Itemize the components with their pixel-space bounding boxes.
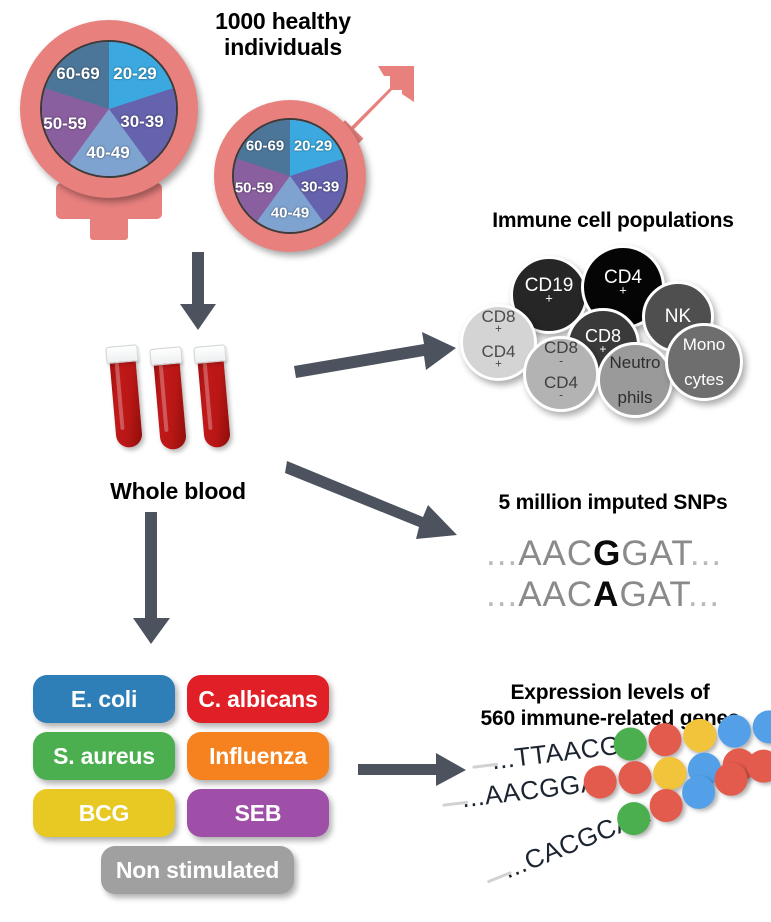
cell-bubble-label: CD8 +: [584, 325, 621, 356]
stimulus-pill-ecoli[interactable]: E. coli: [33, 675, 175, 723]
pie-label-40-49: 40-49: [270, 204, 310, 222]
stimulus-pill-influenza[interactable]: Influenza: [187, 732, 329, 780]
snps-title: 5 million imputed SNPs: [498, 491, 728, 514]
cell-bubble-monocytes: Mono cytes: [665, 323, 743, 401]
cell-bubble-cd8neg-cd4neg: CD8- CD4-: [523, 336, 599, 412]
pie-label-40-49: 40-49: [86, 143, 130, 162]
immune-populations-title: Immune cell populations: [492, 209, 734, 232]
pie-label-20-29: 20-29: [293, 137, 333, 155]
arrow-cohort-to-blood: [176, 252, 220, 332]
stimulus-pill-seb[interactable]: SEB: [187, 789, 329, 837]
snp-variant-allele: A: [593, 575, 620, 614]
male-age-pie: [232, 118, 348, 234]
pie-label-30-39: 30-39: [120, 112, 164, 131]
female-age-pie: [40, 40, 178, 178]
pie-segment-60-69: [234, 120, 346, 232]
snp-sequence-row: ...AACAGAT...: [486, 575, 720, 615]
cell-bubble-label: Mono cytes: [682, 335, 726, 389]
snp-post: GAT: [619, 575, 688, 614]
pie-label-20-29: 20-29: [113, 64, 157, 83]
whole-blood-label: Whole blood: [110, 478, 246, 504]
snp-suffix: ...: [689, 534, 723, 573]
arrow-diagonal-up-svg: [294, 332, 456, 378]
cell-bubble-label: CD19 +: [524, 274, 574, 306]
blood-tube: [193, 344, 238, 458]
stimulus-pill-non-stimulated[interactable]: Non stimulated: [101, 846, 294, 894]
cell-bubble-label: CD8 + CD4 +: [481, 306, 516, 371]
arrow-blood-to-snps: [285, 455, 460, 545]
page-title: 1000 healthy individuals: [188, 8, 378, 60]
stimulus-pill-bcg[interactable]: BCG: [33, 789, 175, 837]
cell-bubble-label: CD8- CD4-: [543, 338, 578, 402]
expression-title-line2: 560 immune-related genes: [480, 706, 740, 730]
pie-label-30-39: 30-39: [300, 178, 340, 196]
snp-variant-allele: G: [593, 534, 622, 573]
snp-prefix: ...: [486, 534, 519, 573]
blood-tube-cap: [193, 344, 227, 365]
female-sex-symbol: 20-29 30-39 40-49 50-59 60-69: [8, 12, 208, 242]
snp-pre: AAC: [518, 534, 594, 573]
snp-sequence-row: ...AACGGAT...: [486, 534, 722, 574]
immune-cell-bubble-cluster: CD19 + CD4 + CD8 + CD4 + CD8 + NK CD8- CD4- N…: [460, 245, 771, 420]
arrow-blood-to-immune-cells: [292, 330, 458, 380]
whole-blood-group: [105, 335, 290, 485]
cell-bubble-neutrophils: Neutro phils: [597, 342, 673, 418]
stimulus-pill-calbicans[interactable]: C. albicans: [187, 675, 329, 723]
snp-pre: AAC: [518, 575, 594, 614]
arrow-blood-to-stimuli: [130, 512, 174, 646]
arrow-stimuli-to-expression: [358, 752, 468, 788]
pie-segment-60-69: [42, 42, 176, 176]
male-sex-symbol: 20-29 30-39 40-49 50-59 60-69: [200, 48, 420, 253]
stimulus-pill-saureus[interactable]: S. aureus: [33, 732, 175, 780]
cell-bubble-label: Neutro phils: [609, 353, 661, 407]
blood-tube-cap: [105, 344, 139, 365]
arrow-down-svg: [180, 252, 216, 330]
arrow-down-svg: [133, 512, 170, 644]
pie-label-60-69: 60-69: [56, 64, 100, 83]
blood-tube-cap: [149, 346, 183, 367]
expression-title-line1: Expression levels of: [510, 681, 710, 704]
blood-tube: [149, 346, 194, 460]
expression-title: Expression levels of 560 immune-related …: [449, 680, 771, 731]
cell-bubble-label: NK: [664, 306, 692, 328]
snp-suffix: ...: [687, 575, 721, 614]
gene-strand: ...CACGCAA: [480, 744, 771, 913]
page-title-line2: individuals: [224, 34, 342, 61]
pie-label-50-59: 50-59: [234, 179, 274, 197]
arrow-right-svg: [358, 753, 466, 786]
blood-tube: [105, 344, 150, 458]
page-title-line1: 1000 healthy: [215, 8, 351, 34]
snp-post: GAT: [621, 534, 690, 573]
pie-label-50-59: 50-59: [43, 114, 87, 133]
arrow-diagonal-down-svg: [285, 461, 457, 539]
pie-label-60-69: 60-69: [245, 137, 285, 155]
cell-bubble-label: CD4 +: [603, 266, 642, 298]
snp-prefix: ...: [486, 575, 519, 614]
